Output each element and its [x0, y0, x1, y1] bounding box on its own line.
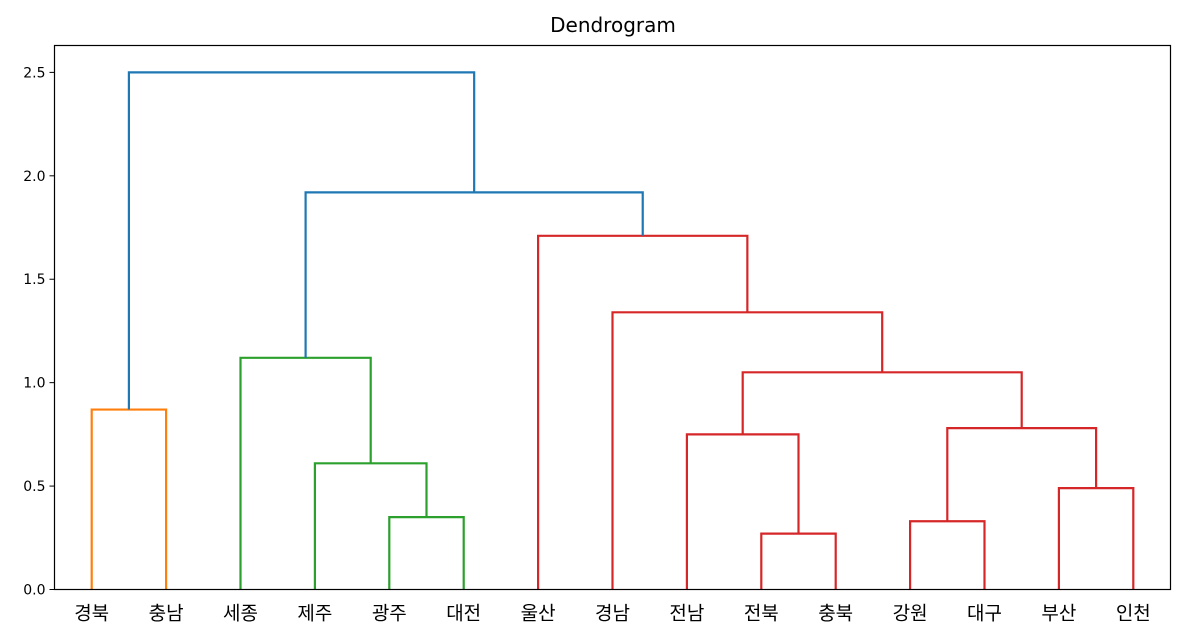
plot-frame [53, 44, 1172, 591]
y-tick-label: 2.5 [23, 65, 45, 81]
leaf-label: 대구 [967, 603, 1002, 625]
leaf-label: 부산 [1041, 603, 1076, 625]
leaf-label: 강원 [893, 603, 928, 625]
leaf-label: 전북 [744, 603, 779, 625]
dendrogram-link [741, 371, 1023, 435]
leaf-label: 경남 [595, 603, 630, 625]
y-tick-label: 1.5 [23, 272, 45, 288]
dendrogram-link [313, 462, 428, 590]
leaf-label: 세종 [223, 603, 258, 625]
dendrogram-link [611, 311, 884, 590]
dendrogram-link [127, 71, 476, 410]
y-tick-label: 2.0 [23, 169, 45, 185]
dendrogram-link [239, 356, 372, 590]
dendrogram-link [946, 427, 1098, 522]
dendrogram-link [760, 532, 837, 590]
leaf-label: 제주 [297, 603, 332, 625]
dendrogram-links [90, 71, 1135, 590]
x-axis: 경북 충남 세종 제주 광주 대전 울산 경남 전남 전북 충북 강원 대구 부산 인천 [74, 603, 1151, 625]
leaf-label: 충북 [818, 603, 853, 625]
leaf-label: 충남 [149, 603, 184, 625]
dendrogram-link [537, 234, 749, 590]
leaf-label: 광주 [372, 603, 407, 625]
leaf-label: 경북 [74, 603, 109, 625]
dendrogram-link [1057, 487, 1135, 590]
dendrogram-link [304, 191, 644, 358]
leaf-label: 전남 [669, 603, 704, 625]
dendrogram-link [685, 433, 800, 590]
dendrogram-link [90, 408, 168, 590]
leaf-label: 울산 [521, 603, 556, 625]
y-tick-label: 1.0 [23, 376, 45, 392]
y-tick-label: 0.5 [23, 479, 45, 495]
dendrogram-link [388, 516, 465, 590]
dendrogram-link [909, 520, 986, 590]
y-tick-label: 0.0 [23, 583, 45, 599]
leaf-label: 대전 [446, 603, 481, 625]
chart-title: Dendrogram [550, 13, 676, 37]
leaf-label: 인천 [1116, 603, 1151, 625]
y-axis: 0.0 0.5 1.0 1.5 2.0 2.5 [23, 65, 55, 599]
